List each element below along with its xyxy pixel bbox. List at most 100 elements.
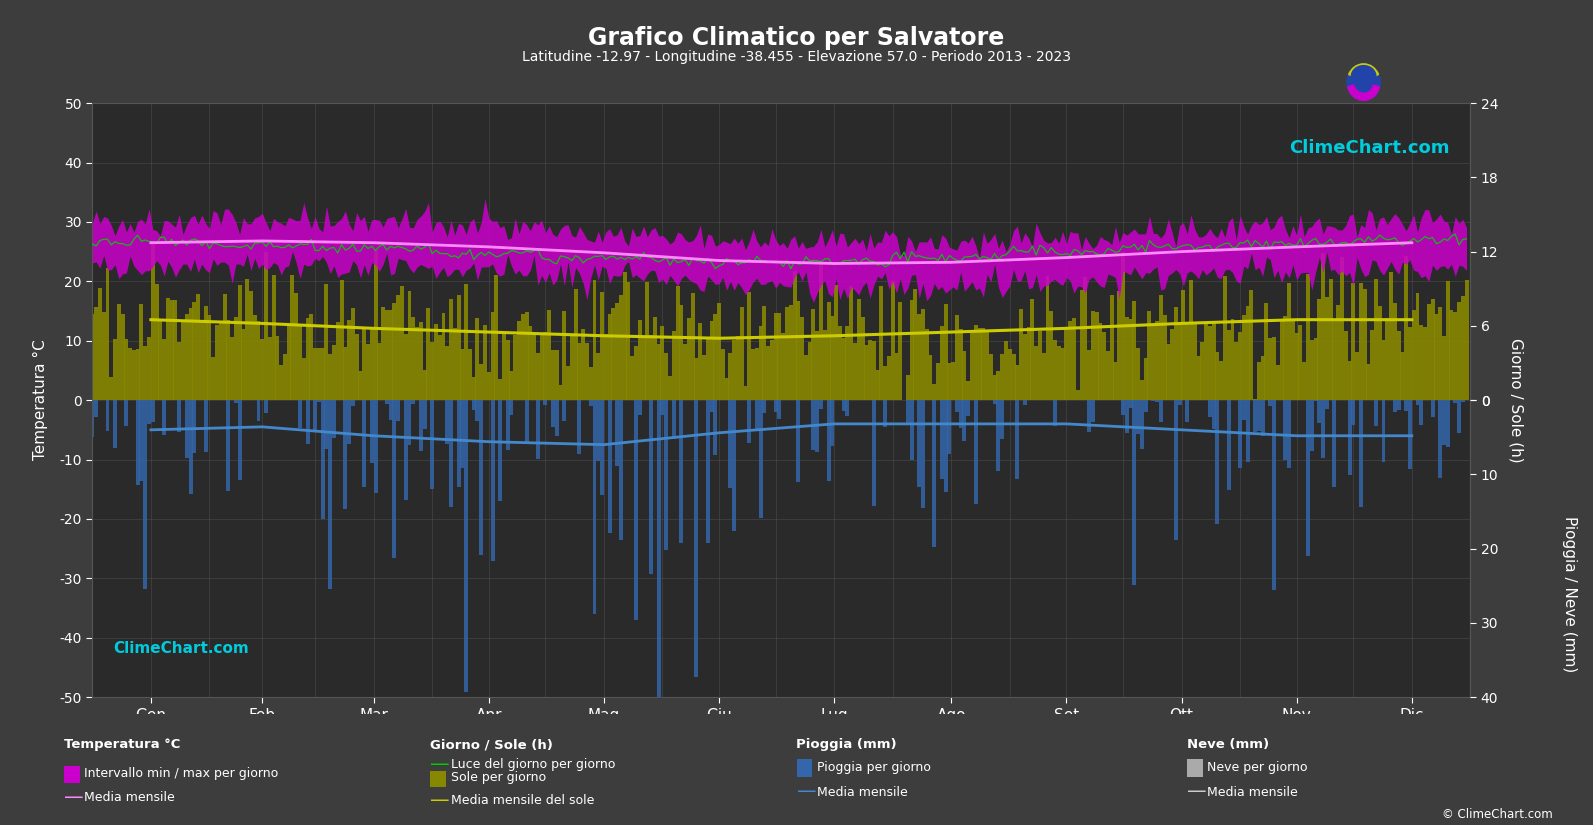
Bar: [841, 400, 846, 411]
Bar: [679, 400, 683, 543]
Bar: [524, 400, 529, 444]
Bar: [1356, 352, 1359, 400]
Bar: [502, 333, 507, 400]
Bar: [906, 400, 910, 425]
Bar: [1431, 400, 1435, 417]
Bar: [162, 339, 166, 400]
Bar: [1204, 322, 1207, 400]
Bar: [113, 400, 116, 448]
Bar: [1325, 400, 1329, 409]
Bar: [604, 334, 609, 400]
Bar: [389, 400, 392, 421]
Bar: [193, 400, 196, 453]
Bar: [1450, 310, 1453, 400]
Bar: [709, 400, 714, 412]
Bar: [422, 370, 427, 400]
Bar: [661, 326, 664, 400]
Bar: [910, 400, 914, 460]
Bar: [849, 285, 854, 400]
Bar: [260, 339, 264, 400]
Bar: [1004, 342, 1008, 400]
Bar: [276, 337, 279, 400]
Bar: [593, 400, 596, 614]
Bar: [642, 337, 645, 400]
Bar: [1246, 400, 1249, 462]
Bar: [204, 306, 207, 400]
Bar: [487, 372, 491, 400]
Bar: [860, 318, 865, 400]
Bar: [1317, 299, 1321, 400]
Bar: [408, 400, 411, 445]
Bar: [140, 304, 143, 400]
Bar: [672, 400, 675, 439]
Bar: [620, 400, 623, 540]
Bar: [846, 400, 849, 417]
Bar: [1212, 400, 1215, 429]
Bar: [529, 326, 532, 400]
Bar: [94, 400, 99, 417]
Bar: [170, 300, 174, 400]
Bar: [1061, 348, 1064, 400]
Bar: [562, 400, 566, 421]
Bar: [392, 303, 397, 400]
Wedge shape: [94, 772, 118, 785]
Bar: [970, 332, 973, 400]
Bar: [475, 400, 479, 421]
Bar: [457, 400, 460, 487]
Text: Giorno / Sole (h): Giorno / Sole (h): [430, 738, 553, 752]
Bar: [1332, 318, 1337, 400]
Bar: [535, 400, 540, 459]
Bar: [1276, 365, 1279, 400]
Bar: [1273, 400, 1276, 590]
Text: Luce del giorno per giorno: Luce del giorno per giorno: [451, 758, 615, 771]
Bar: [234, 400, 237, 403]
Bar: [722, 350, 725, 400]
Text: Media mensile: Media mensile: [817, 785, 908, 799]
Bar: [416, 328, 419, 400]
Text: —: —: [430, 755, 449, 775]
Bar: [226, 400, 231, 491]
Bar: [601, 400, 604, 495]
Bar: [816, 400, 819, 452]
Bar: [1174, 307, 1177, 400]
Bar: [664, 353, 667, 400]
Bar: [785, 308, 789, 400]
Bar: [1207, 400, 1212, 417]
Bar: [634, 346, 639, 400]
Bar: [1166, 344, 1171, 400]
Bar: [331, 346, 336, 400]
Bar: [918, 314, 921, 400]
Bar: [1287, 400, 1290, 468]
Text: Media mensile: Media mensile: [1207, 785, 1298, 799]
Bar: [774, 314, 777, 400]
Bar: [645, 282, 650, 400]
Bar: [249, 291, 253, 400]
Bar: [370, 400, 374, 463]
Bar: [339, 280, 344, 400]
Bar: [1397, 400, 1400, 410]
Bar: [1321, 400, 1325, 458]
Bar: [1351, 282, 1356, 400]
Bar: [1023, 334, 1027, 400]
Ellipse shape: [1351, 66, 1376, 87]
Bar: [499, 400, 502, 501]
Bar: [709, 322, 714, 400]
Bar: [887, 356, 890, 400]
Bar: [706, 400, 710, 543]
Bar: [1182, 290, 1185, 400]
Bar: [835, 285, 838, 400]
Bar: [1423, 328, 1427, 400]
Bar: [140, 400, 143, 482]
Bar: [355, 334, 358, 400]
Bar: [188, 308, 193, 400]
Bar: [781, 333, 785, 400]
Bar: [706, 339, 710, 400]
Bar: [1012, 354, 1015, 400]
Bar: [1091, 400, 1094, 422]
Bar: [929, 356, 932, 400]
Bar: [819, 262, 824, 400]
Bar: [226, 320, 231, 400]
Bar: [1268, 400, 1273, 406]
Bar: [1075, 390, 1080, 400]
Bar: [94, 307, 99, 400]
